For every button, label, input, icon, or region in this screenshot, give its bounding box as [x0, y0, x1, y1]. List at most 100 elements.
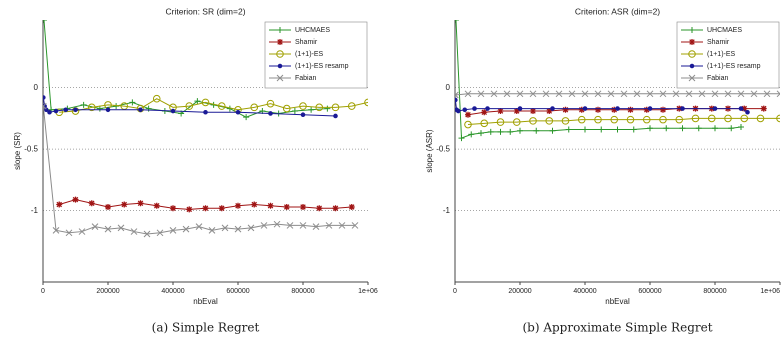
point	[517, 127, 523, 134]
point	[217, 102, 226, 110]
point	[56, 201, 63, 208]
point	[497, 108, 504, 115]
y-tick-label: -0.5	[24, 144, 38, 153]
point	[549, 127, 556, 134]
point	[550, 106, 555, 111]
point	[659, 115, 667, 124]
point	[620, 90, 628, 98]
point	[712, 106, 718, 111]
point	[503, 90, 511, 98]
legend-label: UHCMAES	[295, 27, 330, 34]
point	[143, 230, 151, 238]
point	[627, 106, 634, 113]
point	[750, 90, 758, 98]
point	[738, 124, 744, 131]
point	[626, 115, 635, 124]
point	[87, 103, 96, 112]
point	[581, 90, 589, 98]
point	[490, 90, 498, 98]
caption: (b) Approximate Simple Regret	[522, 321, 712, 335]
point	[663, 125, 670, 132]
point	[530, 108, 536, 115]
point	[169, 226, 177, 234]
series-line	[467, 117, 780, 126]
point	[325, 222, 333, 229]
point	[43, 20, 47, 23]
point	[724, 114, 732, 123]
y-axis-label: slope (SR)	[13, 132, 22, 170]
legend-marker	[689, 27, 695, 33]
point	[266, 99, 275, 108]
point	[542, 90, 550, 98]
point	[65, 229, 73, 237]
point	[80, 101, 87, 108]
point	[291, 108, 298, 115]
point	[679, 125, 686, 132]
x-tick-label: 0	[41, 288, 45, 295]
point	[462, 107, 468, 113]
x-axis-label: nbEval	[605, 297, 630, 306]
x-tick-label: 800000	[703, 288, 726, 295]
point	[464, 90, 472, 98]
point	[324, 105, 331, 112]
point	[347, 102, 356, 110]
legend-box	[264, 21, 368, 89]
series-layer	[43, 20, 368, 238]
caption: (a) Simple Regret	[152, 321, 260, 335]
point	[582, 126, 588, 133]
point	[497, 128, 504, 135]
point	[760, 105, 767, 112]
point	[182, 225, 190, 233]
point	[465, 111, 471, 118]
point	[203, 109, 208, 115]
point	[507, 128, 514, 135]
legend-marker	[277, 63, 283, 69]
point	[316, 205, 323, 212]
point	[614, 126, 621, 133]
point	[611, 106, 618, 113]
point	[235, 109, 241, 115]
point	[88, 200, 95, 207]
point	[251, 201, 258, 208]
point	[208, 226, 216, 234]
y-axis-label: slope (ASR)	[425, 129, 434, 172]
legend-label: (1+1)-ES resamp	[295, 63, 349, 70]
point	[186, 206, 193, 213]
point	[195, 223, 203, 231]
legend-label: Shamir	[707, 39, 730, 46]
point	[156, 229, 164, 237]
point	[455, 97, 458, 103]
point	[647, 125, 653, 132]
point	[243, 114, 250, 121]
legend-marker	[276, 74, 284, 82]
point	[455, 20, 459, 23]
point	[691, 114, 700, 123]
point	[105, 107, 111, 113]
legend-label: Fabian	[295, 75, 317, 82]
x-tick-label: 600000	[638, 288, 661, 295]
point	[364, 98, 368, 107]
point	[477, 90, 485, 98]
series-line	[59, 98, 368, 113]
point	[43, 102, 47, 110]
legend-box	[676, 21, 780, 89]
point	[63, 107, 69, 113]
legend-marker	[689, 63, 695, 69]
x-tick-label: 200000	[508, 288, 531, 295]
x-tick-label: 1e+06	[760, 288, 780, 295]
point	[478, 130, 484, 137]
point	[194, 98, 201, 105]
point	[633, 90, 641, 98]
point	[455, 108, 461, 114]
point	[741, 105, 748, 112]
point	[43, 107, 49, 113]
point	[152, 94, 161, 103]
point	[331, 103, 340, 112]
point	[130, 228, 138, 235]
point	[234, 225, 242, 233]
x-tick-label: 400000	[161, 288, 184, 295]
point	[516, 90, 524, 98]
point	[338, 222, 346, 229]
point	[472, 106, 477, 111]
y-tick-label: 0	[34, 83, 39, 92]
